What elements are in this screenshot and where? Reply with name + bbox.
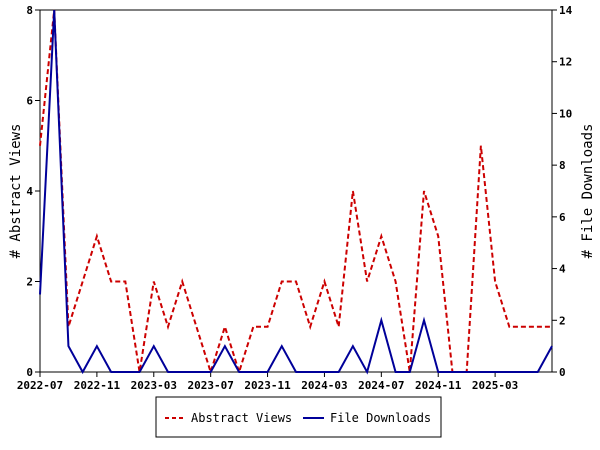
y-left-tick-label: 2 <box>26 276 33 289</box>
y-left-tick-label: 0 <box>26 366 33 379</box>
x-tick-label: 2023-07 <box>187 379 233 392</box>
x-tick-label: 2024-07 <box>358 379 404 392</box>
x-tick-label: 2023-03 <box>131 379 177 392</box>
series-layer <box>39 9 553 376</box>
y-right-tick-label: 10 <box>559 107 572 120</box>
legend-label-file-downloads: File Downloads <box>330 411 431 425</box>
legend-box <box>155 396 442 438</box>
legend-label-abstract-views: Abstract Views <box>191 411 292 425</box>
x-tick-label: 2022-07 <box>17 379 63 392</box>
y-left-tick-label: 4 <box>26 185 33 198</box>
plot-area <box>39 9 553 373</box>
y-right-tick-label: 8 <box>559 159 566 172</box>
y-right-axis: 0 2 4 6 8 10 12 14 <box>552 4 573 379</box>
series-line-file-downloads <box>39 9 553 375</box>
y-right-tick-label: 14 <box>559 4 573 17</box>
y-left-tick-label: 6 <box>26 95 33 108</box>
x-tick-label: 2024-11 <box>415 379 462 392</box>
x-axis: 2022-07 2022-11 2023-03 2023-07 2023-11 2024-… <box>17 372 518 392</box>
y-right-tick-label: 4 <box>559 263 566 276</box>
y-left-tick-label: 8 <box>26 4 33 17</box>
legend: Abstract Views File Downloads <box>155 396 442 438</box>
y-right-axis-title: # File Downloads <box>580 124 596 259</box>
y-left-axis-title: # Abstract Views <box>8 124 24 259</box>
y-right-tick-label: 2 <box>559 314 566 327</box>
y-right-tick-label: 12 <box>559 56 572 69</box>
x-tick-label: 2022-11 <box>74 379 121 392</box>
x-tick-label: 2024-03 <box>301 379 347 392</box>
y-right-tick-label: 0 <box>559 366 566 379</box>
x-tick-label: 2023-11 <box>244 379 291 392</box>
y-left-axis: 0 2 4 6 8 <box>26 4 40 379</box>
y-right-tick-label: 6 <box>559 211 566 224</box>
x-tick-label: 2025-03 <box>472 379 518 392</box>
